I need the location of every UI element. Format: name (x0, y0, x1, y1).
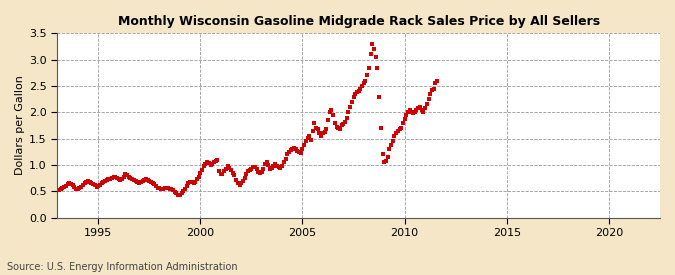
Text: Source: U.S. Energy Information Administration: Source: U.S. Energy Information Administ… (7, 262, 238, 272)
Y-axis label: Dollars per Gallon: Dollars per Gallon (15, 76, 25, 175)
Title: Monthly Wisconsin Gasoline Midgrade Rack Sales Price by All Sellers: Monthly Wisconsin Gasoline Midgrade Rack… (117, 15, 599, 28)
